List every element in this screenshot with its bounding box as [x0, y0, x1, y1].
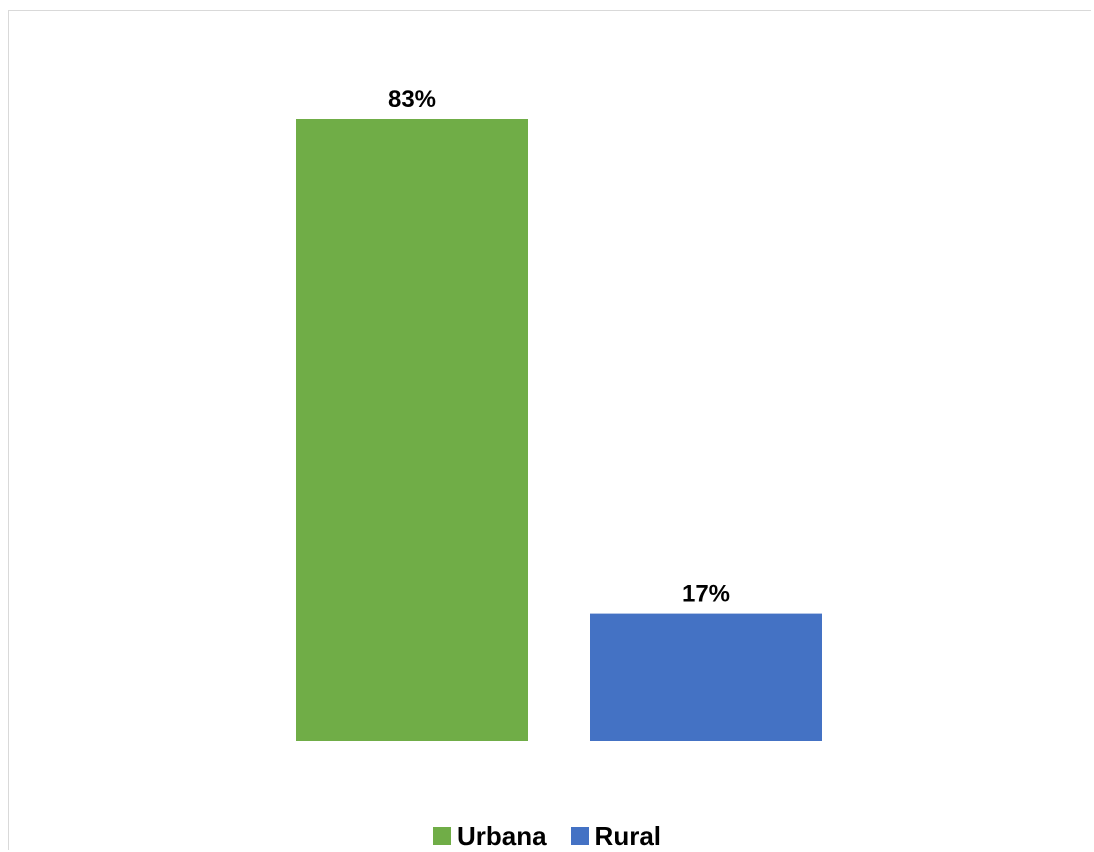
bar-urbana	[296, 119, 528, 741]
legend-item-rural: Rural	[570, 820, 662, 852]
legend-label-urbana: Urbana	[456, 820, 547, 851]
bar-rural	[590, 613, 822, 741]
legend-swatch-rural	[570, 827, 589, 845]
legend-label-rural: Rural	[594, 820, 662, 851]
legend: Urbana Rural	[0, 820, 1094, 852]
legend-swatch-urbana	[432, 827, 451, 845]
data-label-urbana: 83%	[388, 86, 436, 113]
chart-area	[8, 10, 1091, 850]
legend-item-urbana: Urbana	[432, 820, 547, 852]
data-label-rural: 17%	[682, 581, 730, 608]
